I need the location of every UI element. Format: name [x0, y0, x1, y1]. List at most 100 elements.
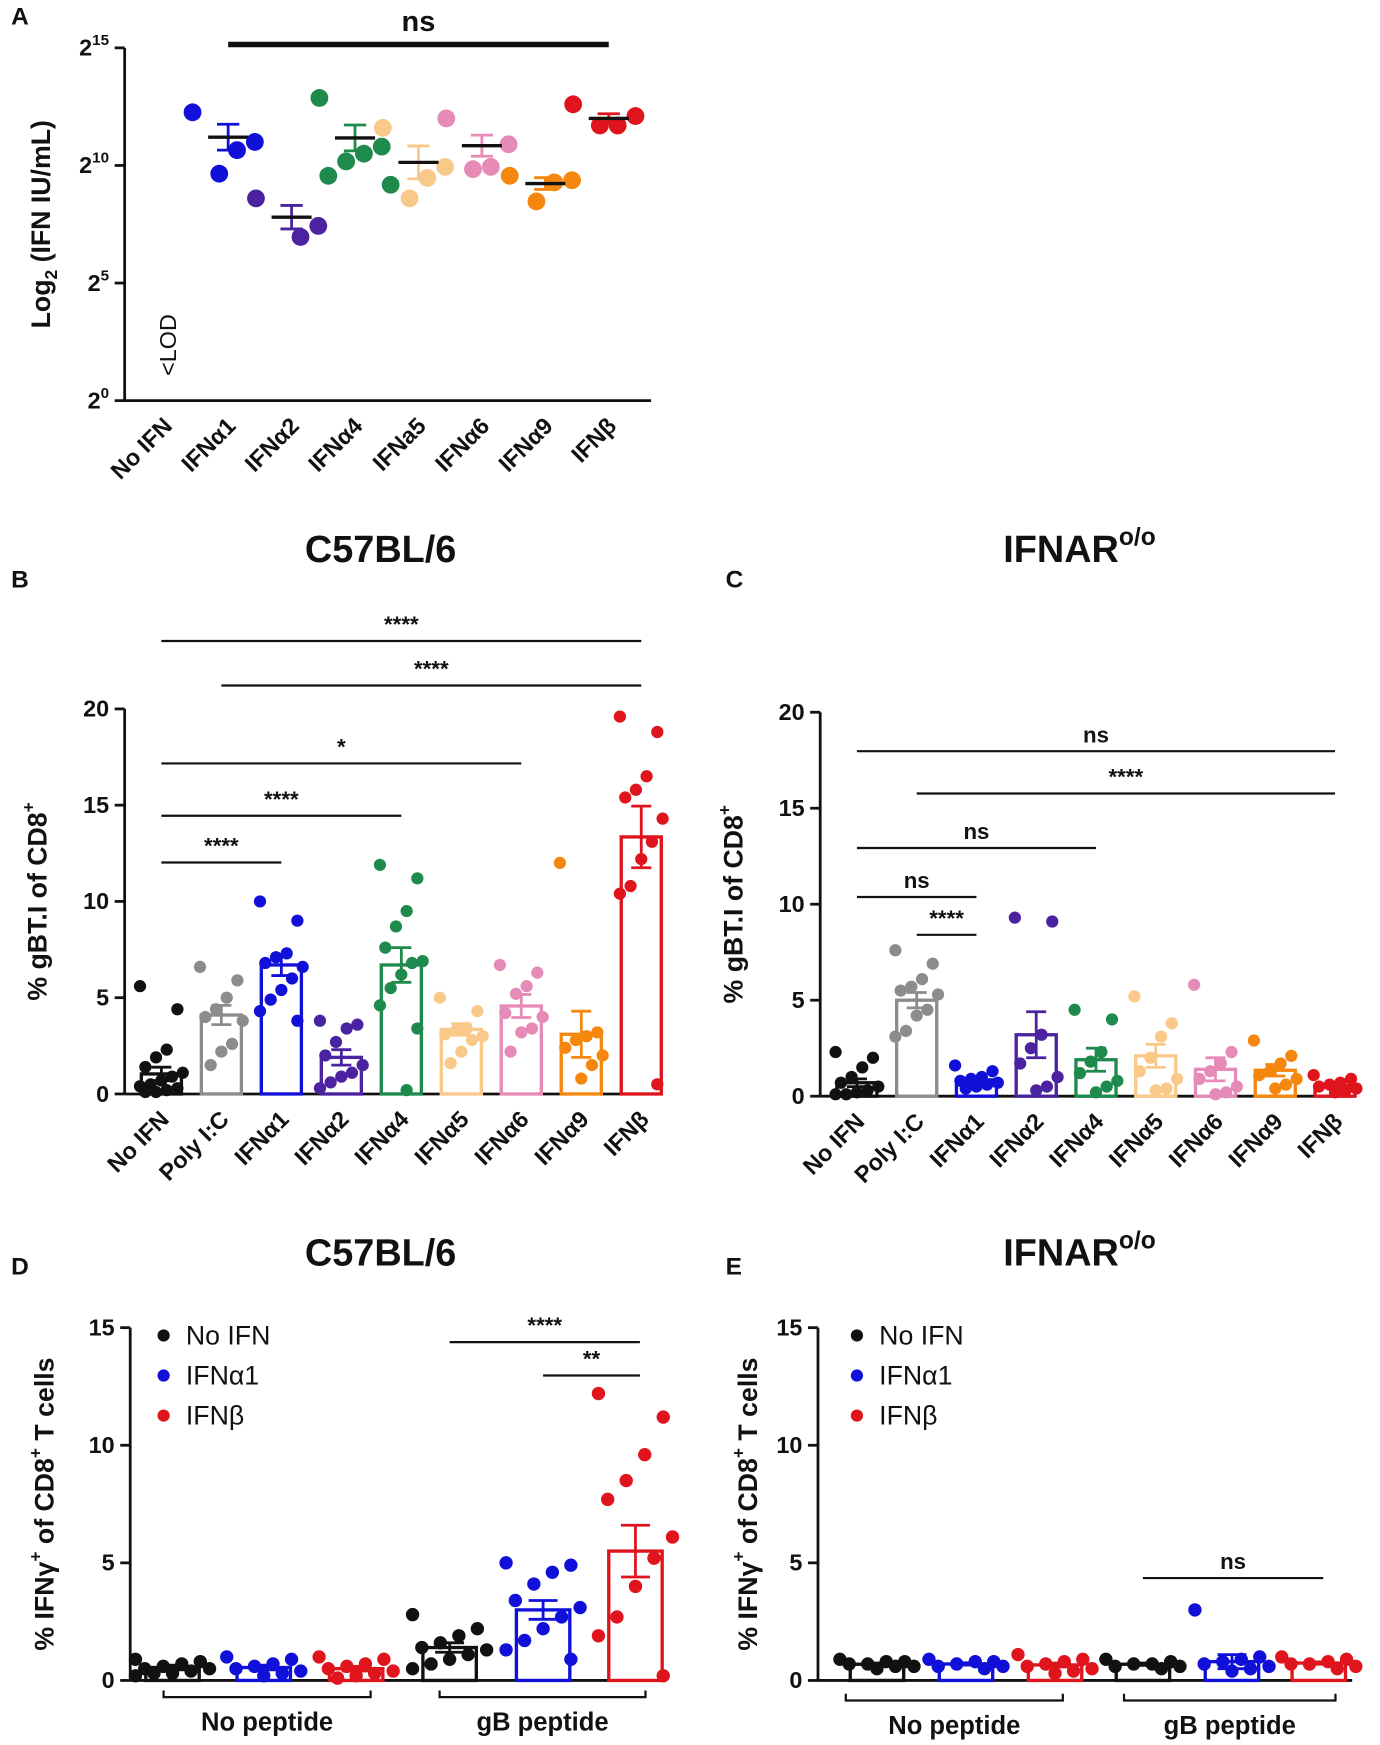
panel-letter: D — [11, 1253, 29, 1280]
data-point — [1011, 1647, 1025, 1662]
data-point — [1170, 1072, 1184, 1086]
data-point — [321, 1662, 336, 1676]
data-point — [452, 1629, 466, 1643]
data-point — [291, 1014, 304, 1027]
data-point — [275, 983, 288, 997]
data-point — [1279, 1078, 1293, 1091]
data-point — [1144, 1051, 1157, 1064]
data-point — [1128, 990, 1141, 1003]
data-point — [870, 1662, 884, 1676]
data-point — [619, 1473, 633, 1488]
data-point — [139, 1060, 152, 1074]
data-point — [1193, 1072, 1206, 1086]
data-point — [319, 1049, 332, 1062]
data-point — [1108, 1659, 1122, 1674]
data-point — [1328, 1086, 1342, 1099]
legend-marker — [157, 1329, 170, 1342]
data-point — [1154, 1662, 1169, 1676]
legend-marker — [157, 1369, 170, 1382]
group-bracket — [844, 1693, 1064, 1702]
y-tick-label: 5 — [792, 987, 805, 1013]
data-point — [499, 1556, 513, 1570]
data-point — [176, 1066, 189, 1079]
data-point — [1111, 1074, 1124, 1087]
data-point — [400, 1083, 413, 1097]
data-point — [312, 1650, 326, 1664]
data-point — [351, 1018, 364, 1031]
x-tick-label: IFNα2 — [289, 1106, 353, 1170]
data-point — [1197, 1657, 1211, 1671]
data-point — [1269, 1082, 1282, 1095]
data-point — [907, 1659, 921, 1674]
data-point — [175, 1657, 189, 1671]
data-point — [284, 1652, 299, 1666]
data-point — [1274, 1057, 1287, 1070]
data-point — [499, 1643, 513, 1657]
data-point — [493, 958, 507, 972]
data-point — [656, 1669, 670, 1683]
data-point — [199, 1010, 212, 1024]
legend-label: No IFN — [879, 1320, 964, 1350]
data-point — [160, 1083, 173, 1097]
x-tick-label: IFNα6 — [469, 1106, 533, 1170]
significance-label: **** — [1109, 765, 1144, 790]
data-point — [367, 1666, 382, 1681]
legend-marker — [850, 1409, 864, 1422]
bar — [259, 963, 304, 1096]
group-label: gB peptide — [476, 1709, 608, 1737]
data-point — [411, 1022, 424, 1035]
data-point — [931, 988, 945, 1001]
data-point — [381, 175, 400, 194]
data-point — [1330, 1662, 1344, 1676]
data-point — [1095, 1045, 1108, 1059]
x-tick-label: IFNα1 — [229, 1106, 293, 1170]
data-point — [139, 1085, 152, 1099]
data-point — [377, 1652, 391, 1666]
data-point — [1039, 1657, 1053, 1671]
data-point — [1014, 1057, 1027, 1070]
data-point — [591, 1026, 604, 1039]
legend-label: No IFN — [186, 1320, 271, 1350]
data-point — [527, 1577, 541, 1591]
data-point — [575, 1072, 588, 1085]
data-point — [1057, 1654, 1071, 1669]
data-point — [525, 1022, 539, 1035]
x-tick-label: IFNβ — [1292, 1108, 1347, 1163]
data-point — [613, 887, 627, 900]
data-point — [921, 1003, 934, 1016]
data-point — [500, 166, 519, 185]
data-point — [996, 1659, 1010, 1674]
data-point — [1188, 978, 1201, 991]
data-point — [1154, 1030, 1168, 1043]
data-point — [628, 1579, 643, 1594]
x-tick-label: IFNα1 — [925, 1108, 989, 1172]
data-point — [247, 1659, 262, 1674]
panel-letter: C — [726, 567, 744, 594]
data-point — [1225, 1664, 1239, 1678]
data-point — [515, 1026, 528, 1039]
data-point — [1165, 1017, 1178, 1030]
data-point — [1225, 1045, 1238, 1059]
data-point — [225, 1037, 239, 1051]
data-point — [1247, 1034, 1261, 1047]
data-point — [1263, 1065, 1277, 1078]
data-point — [840, 1088, 853, 1101]
y-axis-label: % gBT.I of CD8+ — [19, 802, 53, 1000]
group-label: No peptide — [201, 1709, 333, 1737]
data-point — [373, 118, 392, 137]
data-point — [638, 1447, 652, 1462]
data-point — [619, 791, 632, 804]
x-tick-label: No IFN — [106, 412, 178, 484]
data-point — [220, 1650, 234, 1664]
x-tick-label: IFNα4 — [303, 412, 367, 476]
data-point — [183, 103, 202, 122]
data-point — [545, 1565, 560, 1579]
data-point — [635, 852, 648, 866]
data-point — [536, 1010, 549, 1024]
panel-letter: A — [11, 3, 29, 30]
data-point — [1290, 1072, 1303, 1086]
data-point — [1008, 911, 1021, 924]
data-point — [1204, 1065, 1217, 1078]
data-point — [433, 991, 447, 1004]
data-point — [128, 1669, 143, 1683]
